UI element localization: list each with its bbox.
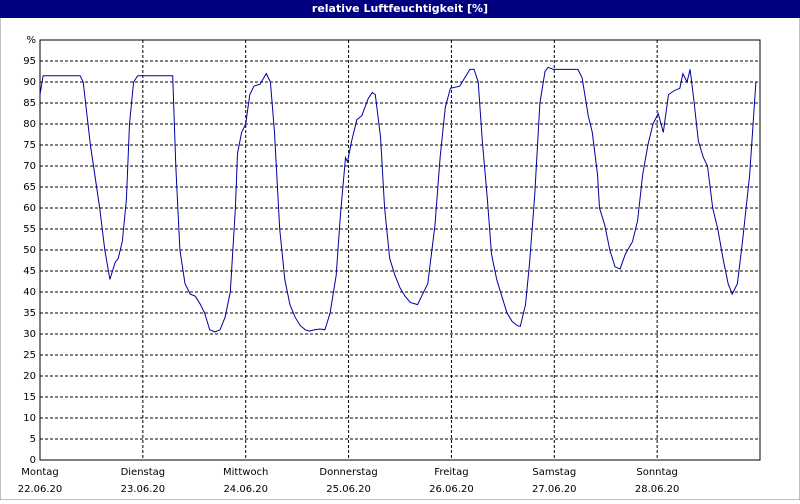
y-tick-label: 80 [23,119,36,130]
y-tick-label: 95 [23,56,36,67]
y-tick-label: 35 [23,308,36,319]
y-tick-label: 75 [23,140,36,151]
y-tick-label: 90 [23,77,36,88]
y-tick-label: 50 [23,245,36,256]
x-tick-date: 23.06.20 [121,484,166,495]
y-tick-label: 20 [23,371,36,382]
x-tick-date: 26.06.20 [429,484,474,495]
y-tick-label: 0 [30,455,36,466]
x-tick-date: 27.06.20 [532,484,577,495]
y-tick-label: % [26,35,36,46]
y-tick-label: 5 [30,434,36,445]
title-bar [0,0,800,18]
y-tick-label: 60 [23,203,36,214]
x-tick-date: 25.06.20 [326,484,371,495]
x-tick-date: 28.06.20 [635,484,680,495]
y-tick-label: 65 [23,182,36,193]
x-tick-label: Dienstag [121,467,166,478]
y-tick-label: 70 [23,161,36,172]
chart-title: relative Luftfeuchtigkeit [%] [312,2,488,15]
x-tick-label: Samstag [532,467,576,478]
x-tick-label: Freitag [434,467,468,478]
y-tick-label: 30 [23,329,36,340]
x-tick-label: Donnerstag [319,467,377,478]
x-tick-label: Sonntag [636,467,678,478]
y-tick-label: 40 [23,287,36,298]
y-tick-label: 10 [23,413,36,424]
y-tick-label: 85 [23,98,36,109]
data-line [39,66,757,333]
y-tick-label: 45 [23,266,36,277]
x-tick-date: 24.06.20 [223,484,268,495]
y-tick-label: 25 [23,350,36,361]
y-tick-label: 55 [23,224,36,235]
x-tick-label: Montag [21,467,58,478]
x-tick-label: Mittwoch [223,467,268,478]
y-tick-label: 15 [23,392,36,403]
x-tick-date: 22.06.20 [18,484,63,495]
